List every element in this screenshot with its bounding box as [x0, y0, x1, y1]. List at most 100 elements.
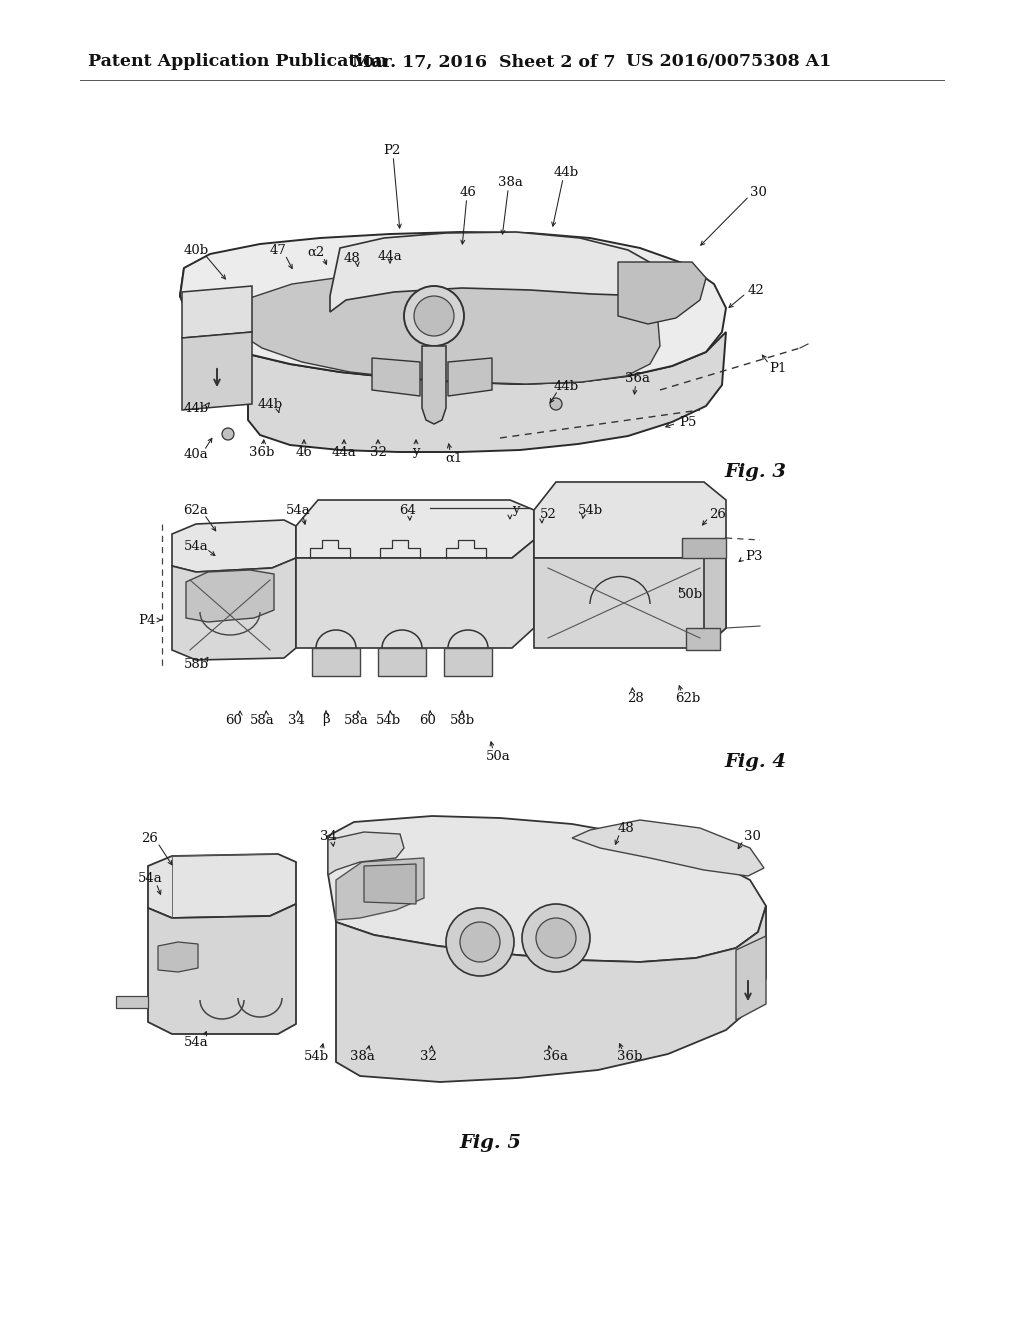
Text: 44b: 44b [183, 401, 209, 414]
Text: P5: P5 [679, 416, 696, 429]
Text: 36b: 36b [249, 446, 274, 458]
Text: 54a: 54a [286, 503, 310, 516]
Circle shape [550, 399, 562, 411]
Polygon shape [116, 997, 148, 1008]
Text: y: y [512, 503, 520, 516]
Text: 44a: 44a [378, 249, 402, 263]
Text: 44a: 44a [332, 446, 356, 458]
Text: 52: 52 [540, 507, 556, 520]
Text: 58a: 58a [344, 714, 369, 726]
Text: 60: 60 [225, 714, 243, 726]
Text: 48: 48 [617, 821, 635, 834]
Circle shape [536, 917, 575, 958]
Text: 64: 64 [399, 503, 417, 516]
Text: 54a: 54a [137, 871, 163, 884]
Text: 46: 46 [460, 186, 476, 198]
Text: 36a: 36a [626, 371, 650, 384]
Text: 36a: 36a [544, 1049, 568, 1063]
Text: 30: 30 [743, 829, 761, 842]
Text: 62b: 62b [676, 692, 700, 705]
Polygon shape [372, 358, 420, 396]
Polygon shape [422, 346, 446, 424]
Polygon shape [220, 272, 660, 384]
Circle shape [460, 921, 500, 962]
Text: 62a: 62a [183, 503, 209, 516]
Text: 40b: 40b [183, 243, 209, 256]
Polygon shape [182, 286, 252, 338]
Text: 46: 46 [296, 446, 312, 458]
Text: 47: 47 [269, 243, 287, 256]
Text: 54a: 54a [183, 540, 208, 553]
Text: 26: 26 [141, 832, 159, 845]
Text: Fig. 5: Fig. 5 [459, 1134, 521, 1152]
Circle shape [414, 296, 454, 337]
Text: 28: 28 [628, 692, 644, 705]
Text: 38a: 38a [349, 1049, 375, 1063]
Polygon shape [180, 232, 726, 384]
Text: 58b: 58b [450, 714, 474, 726]
Polygon shape [296, 500, 534, 558]
Polygon shape [705, 539, 726, 648]
Text: 54a: 54a [183, 1035, 208, 1048]
Text: 48: 48 [344, 252, 360, 264]
Text: 42: 42 [748, 284, 764, 297]
Polygon shape [449, 358, 492, 396]
Text: β: β [323, 714, 330, 726]
Polygon shape [336, 906, 766, 1082]
Polygon shape [148, 854, 296, 917]
Text: 32: 32 [420, 1049, 436, 1063]
Text: α2: α2 [307, 246, 325, 259]
Text: Fig. 3: Fig. 3 [724, 463, 786, 480]
Text: 40a: 40a [183, 449, 208, 462]
Text: 26: 26 [710, 507, 726, 520]
Polygon shape [182, 333, 252, 411]
Circle shape [446, 908, 514, 975]
Circle shape [522, 904, 590, 972]
Polygon shape [682, 539, 726, 558]
Text: 34: 34 [288, 714, 304, 726]
Polygon shape [172, 558, 296, 660]
Polygon shape [148, 904, 296, 1034]
Text: 50b: 50b [678, 589, 702, 602]
Polygon shape [328, 832, 404, 875]
Text: 54b: 54b [303, 1049, 329, 1063]
Polygon shape [444, 648, 492, 676]
Polygon shape [330, 232, 668, 312]
Polygon shape [364, 865, 416, 904]
Text: 38a: 38a [498, 176, 522, 189]
Text: 54b: 54b [376, 714, 400, 726]
Text: P2: P2 [383, 144, 400, 157]
Text: Patent Application Publication: Patent Application Publication [88, 54, 387, 70]
Polygon shape [378, 648, 426, 676]
Text: Mar. 17, 2016  Sheet 2 of 7: Mar. 17, 2016 Sheet 2 of 7 [352, 54, 615, 70]
Polygon shape [736, 936, 766, 1020]
Text: US 2016/0075308 A1: US 2016/0075308 A1 [626, 54, 831, 70]
Text: 44b: 44b [553, 380, 579, 392]
Text: 44b: 44b [553, 165, 579, 178]
Polygon shape [336, 858, 424, 920]
Polygon shape [534, 539, 726, 648]
Text: 54b: 54b [578, 503, 602, 516]
Polygon shape [618, 261, 706, 323]
Text: 60: 60 [420, 714, 436, 726]
Text: 32: 32 [370, 446, 386, 458]
Text: y: y [413, 446, 420, 458]
Text: α1: α1 [445, 451, 463, 465]
Text: 58b: 58b [183, 657, 209, 671]
Polygon shape [312, 648, 360, 676]
Text: 44b: 44b [257, 399, 283, 412]
Polygon shape [686, 628, 720, 649]
Polygon shape [180, 268, 726, 451]
Polygon shape [158, 942, 198, 972]
Text: P1: P1 [769, 362, 786, 375]
Text: 34: 34 [319, 829, 337, 842]
Polygon shape [186, 570, 274, 622]
Text: 58a: 58a [250, 714, 274, 726]
Text: 30: 30 [750, 186, 766, 198]
Polygon shape [328, 816, 766, 962]
Polygon shape [534, 482, 726, 558]
Text: P3: P3 [745, 549, 763, 562]
Polygon shape [172, 520, 296, 572]
Polygon shape [572, 820, 764, 876]
Text: 50a: 50a [485, 750, 510, 763]
